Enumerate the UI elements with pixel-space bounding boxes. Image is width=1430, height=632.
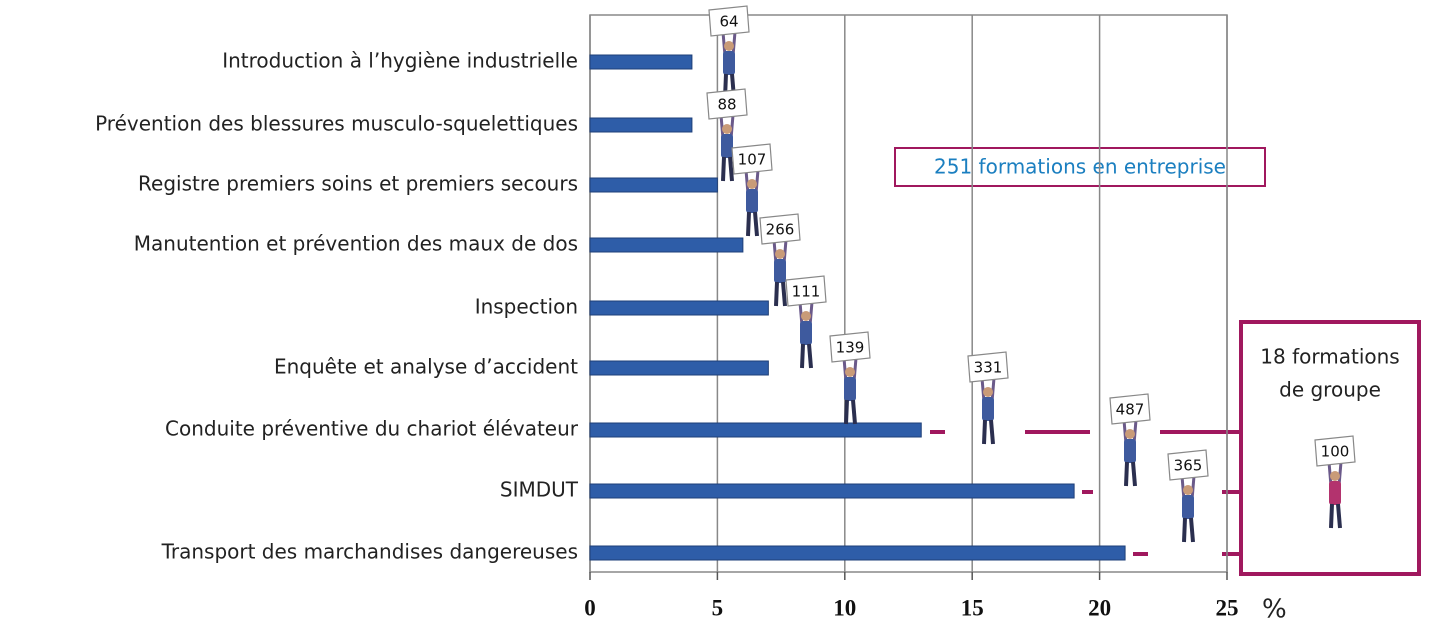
sign-label: 266 xyxy=(766,221,795,239)
leg xyxy=(809,344,811,368)
torso xyxy=(721,134,733,158)
person-figure: 487 xyxy=(1110,394,1150,486)
bar xyxy=(590,178,717,192)
sign-label: 64 xyxy=(719,13,738,31)
torso xyxy=(1124,439,1136,463)
bar xyxy=(590,484,1074,498)
leg xyxy=(802,344,803,368)
chart: 251 formations en entreprise 18 formatio… xyxy=(0,0,1430,632)
head xyxy=(747,179,757,189)
torso xyxy=(800,321,812,345)
leg xyxy=(776,282,777,306)
y-tick-label: Conduite préventive du chariot élévateur xyxy=(165,417,579,441)
sign-label: 107 xyxy=(738,151,767,169)
leg xyxy=(846,400,847,424)
head xyxy=(801,311,811,321)
bar xyxy=(590,301,768,315)
torso xyxy=(982,397,994,421)
sign-label: 365 xyxy=(1174,457,1203,475)
sign-label: 331 xyxy=(974,359,1003,377)
x-unit: % xyxy=(1262,595,1287,625)
sign-label: 100 xyxy=(1321,443,1350,461)
sign-label: 111 xyxy=(792,283,821,301)
torso xyxy=(844,377,856,401)
y-tick-label: Registre premiers soins et premiers seco… xyxy=(138,172,578,196)
sign-label: 139 xyxy=(836,339,865,357)
sign-label: 88 xyxy=(717,96,736,114)
person-figure: 331 xyxy=(968,352,1008,444)
sign-label: 487 xyxy=(1116,401,1145,419)
leg xyxy=(755,212,757,236)
company-box-text: 251 formations en entreprise xyxy=(934,155,1226,179)
person-figure: 139 xyxy=(830,332,870,424)
bar xyxy=(590,55,692,69)
x-tick-label: 25 xyxy=(1216,595,1239,620)
y-tick-label: Manutention et prévention des maux de do… xyxy=(134,232,578,256)
bar xyxy=(590,361,768,375)
bar xyxy=(590,546,1125,560)
y-tick-label: SIMDUT xyxy=(500,478,579,502)
x-tick-label: 20 xyxy=(1088,595,1111,620)
leg xyxy=(853,400,855,424)
x-tick-label: 5 xyxy=(712,595,724,620)
head xyxy=(1125,429,1135,439)
y-tick-label: Prévention des blessures musculo-squelet… xyxy=(95,112,578,136)
torso xyxy=(746,189,758,213)
y-tick-label: Introduction à l’hygiène industrielle xyxy=(222,49,578,73)
group-box-text: 18 formations xyxy=(1260,345,1399,369)
person-figure: 111 xyxy=(786,276,826,368)
leg xyxy=(1184,518,1185,542)
head xyxy=(1330,471,1340,481)
leg xyxy=(1133,462,1135,486)
torso xyxy=(723,51,735,75)
bar xyxy=(590,423,921,437)
leg xyxy=(748,212,749,236)
torso xyxy=(1182,495,1194,519)
head xyxy=(983,387,993,397)
leg xyxy=(783,282,785,306)
leg xyxy=(730,157,732,181)
torso xyxy=(774,259,786,283)
leg xyxy=(1338,504,1340,528)
leg xyxy=(1126,462,1127,486)
x-tick-label: 10 xyxy=(833,595,856,620)
y-tick-label: Transport des marchandises dangereuses xyxy=(161,540,578,564)
leg xyxy=(1331,504,1332,528)
leg xyxy=(991,420,993,444)
x-tick-label: 0 xyxy=(584,595,596,620)
leg xyxy=(1191,518,1193,542)
person-figure: 365 xyxy=(1168,450,1208,542)
person-figure: 64 xyxy=(709,6,749,98)
head xyxy=(1183,485,1193,495)
group-box-text: de groupe xyxy=(1279,378,1381,402)
x-tick-label: 15 xyxy=(961,595,984,620)
leg xyxy=(984,420,985,444)
torso xyxy=(1329,481,1341,505)
y-tick-label: Inspection xyxy=(475,295,578,319)
leg xyxy=(723,157,724,181)
head xyxy=(775,249,785,259)
head xyxy=(724,41,734,51)
bar xyxy=(590,238,743,252)
y-tick-label: Enquête et analyse d’accident xyxy=(274,355,578,379)
head xyxy=(845,367,855,377)
head xyxy=(722,124,732,134)
bar xyxy=(590,118,692,132)
